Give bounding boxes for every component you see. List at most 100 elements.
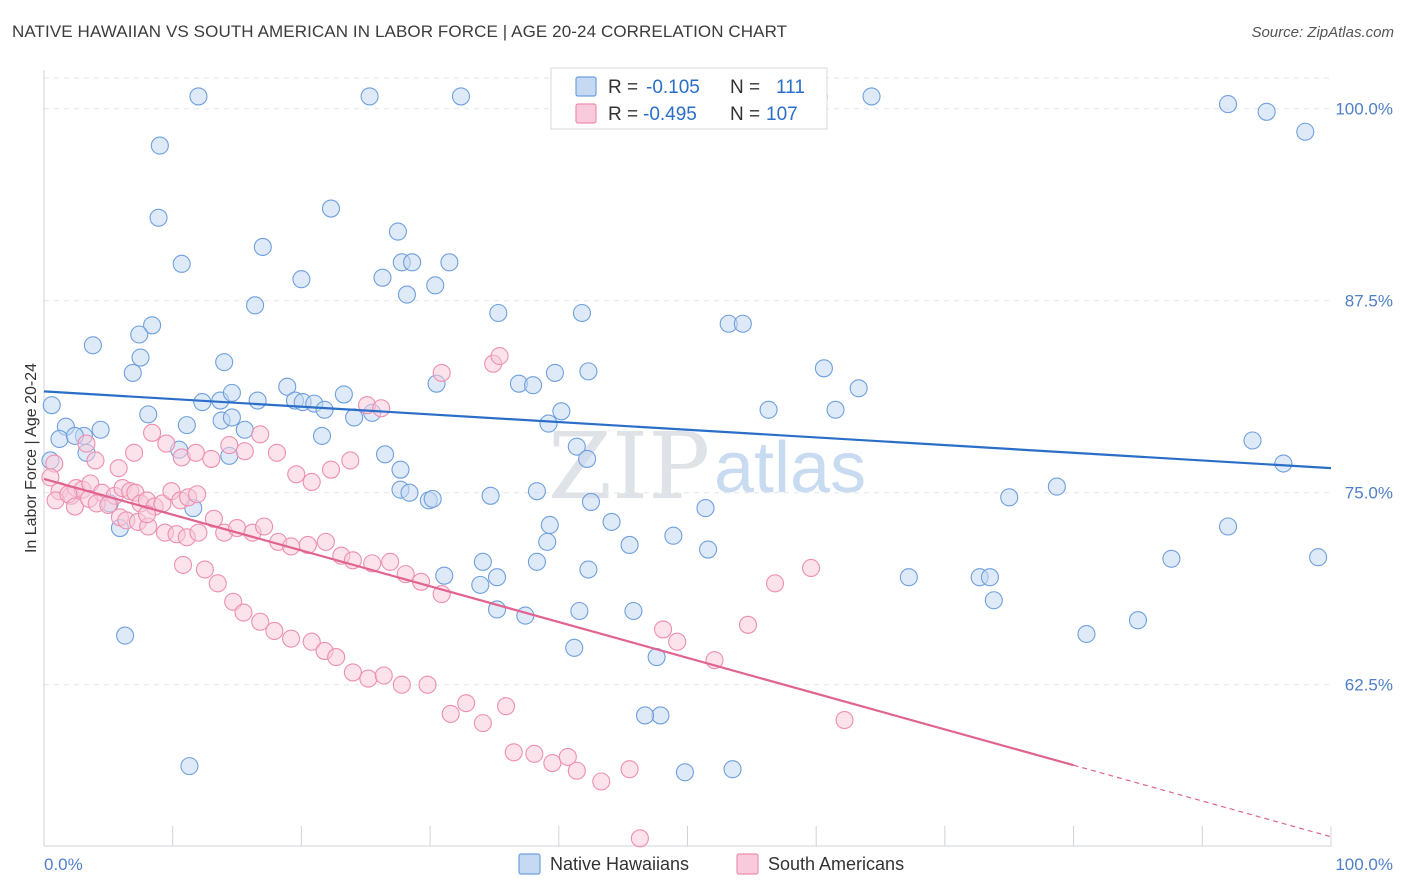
legend-swatch-pink: [575, 103, 597, 124]
point-native-hawaiian: [565, 638, 584, 657]
point-native-hawaiian: [759, 400, 778, 419]
point-native-hawaiian: [1243, 431, 1262, 450]
point-native-hawaiian: [696, 499, 715, 518]
point-south-american: [372, 399, 391, 418]
point-native-hawaiian: [91, 420, 110, 439]
y-tick-label: 87.5%: [1345, 292, 1393, 311]
point-south-american: [188, 485, 207, 504]
point-native-hawaiian: [675, 763, 694, 782]
point-south-american: [473, 714, 492, 733]
legend-n-value-1: 111: [776, 77, 805, 98]
point-native-hawaiian: [360, 87, 379, 106]
point-native-hawaiian: [222, 383, 241, 402]
watermark: ZIP atlas: [548, 413, 866, 520]
point-native-hawaiian: [376, 445, 395, 464]
legend-swatch-blue: [575, 76, 597, 97]
point-south-american: [432, 363, 451, 382]
point-native-hawaiian: [130, 325, 149, 344]
stats-legend-box: [550, 67, 828, 130]
legend-n-label-2: N =: [730, 104, 760, 125]
point-native-hawaiian: [400, 483, 419, 502]
point-south-american: [298, 535, 317, 554]
x-ticks: [172, 826, 1332, 846]
point-native-hawaiian: [539, 414, 558, 433]
point-native-hawaiian: [149, 208, 168, 227]
point-native-hawaiian: [579, 560, 598, 579]
point-south-american: [125, 443, 144, 462]
point-south-american: [359, 669, 378, 688]
point-south-american: [86, 451, 105, 470]
point-south-american: [189, 523, 208, 542]
point-south-american: [504, 743, 523, 762]
point-native-hawaiian: [426, 276, 445, 295]
point-native-hawaiian: [862, 87, 881, 106]
point-native-hawaiian: [579, 362, 598, 381]
point-native-hawaiian: [440, 253, 459, 272]
point-native-hawaiian: [143, 316, 162, 335]
point-native-hawaiian: [150, 136, 169, 155]
point-south-american: [234, 603, 253, 622]
point-south-american: [137, 505, 157, 524]
point-native-hawaiian: [1047, 477, 1066, 496]
point-native-hawaiian: [1162, 549, 1181, 568]
point-native-hawaiian: [849, 379, 868, 398]
point-native-hawaiian: [50, 429, 69, 449]
chart-source: Source: ZipAtlas.com: [1251, 24, 1394, 41]
point-native-hawaiian: [538, 532, 557, 551]
point-native-hawaiian: [489, 303, 508, 323]
point-south-american: [186, 443, 205, 462]
point-native-hawaiian: [391, 460, 410, 479]
point-native-hawaiian: [1218, 95, 1238, 114]
point-native-hawaiian: [552, 402, 571, 421]
legend-n-value-2: 107: [766, 104, 798, 125]
point-south-american: [202, 449, 221, 468]
point-native-hawaiian: [826, 400, 845, 419]
point-south-american: [173, 555, 193, 574]
point-native-hawaiian: [235, 420, 254, 439]
series-legend: Native Hawaiians South Americans: [518, 853, 904, 875]
point-native-hawaiian: [116, 626, 135, 645]
point-south-american: [630, 829, 649, 848]
point-native-hawaiian: [527, 552, 546, 571]
point-south-american: [321, 460, 341, 479]
point-native-hawaiian: [1309, 548, 1328, 567]
point-native-hawaiian: [246, 296, 265, 315]
point-south-american: [302, 632, 321, 651]
point-south-american: [316, 532, 335, 551]
point-native-hawaiian: [635, 706, 655, 725]
point-native-hawaiian: [581, 492, 601, 511]
x-tick-label-min: 0.0%: [44, 855, 83, 874]
legend-r-label-1: R =: [608, 77, 638, 98]
point-south-american: [235, 442, 254, 461]
point-native-hawaiian: [1296, 122, 1315, 141]
point-native-hawaiian: [524, 376, 543, 395]
point-native-hawaiian: [334, 385, 353, 404]
series-south-americans: [41, 346, 854, 848]
point-south-american: [143, 423, 162, 442]
point-native-hawaiian: [435, 566, 454, 585]
legend-r-label-2: R =: [608, 104, 638, 125]
point-south-american: [267, 443, 286, 462]
bottom-legend-label-south-americans: South Americans: [768, 854, 904, 874]
point-native-hawaiian: [253, 237, 272, 257]
bottom-legend-label-native-hawaiians: Native Hawaiians: [550, 854, 689, 874]
point-native-hawaiian: [620, 535, 639, 554]
point-native-hawaiian: [83, 336, 102, 355]
point-native-hawaiian: [899, 568, 918, 587]
point-native-hawaiian: [527, 482, 546, 501]
point-native-hawaiian: [451, 87, 471, 106]
point-native-hawaiian: [1274, 454, 1293, 473]
trend-line-south-americans: [43, 477, 1074, 767]
point-native-hawaiian: [723, 760, 742, 779]
point-south-american: [525, 744, 544, 763]
point-south-american: [668, 632, 687, 651]
point-south-american: [374, 666, 393, 685]
point-native-hawaiian: [481, 486, 500, 505]
point-native-hawaiian: [516, 606, 535, 625]
point-native-hawaiian: [624, 601, 643, 621]
point-native-hawaiian: [215, 353, 234, 372]
trend-line-native-hawaiians: [43, 390, 1332, 470]
legend-r-value-2: -0.495: [643, 104, 697, 125]
point-south-american: [251, 612, 270, 631]
